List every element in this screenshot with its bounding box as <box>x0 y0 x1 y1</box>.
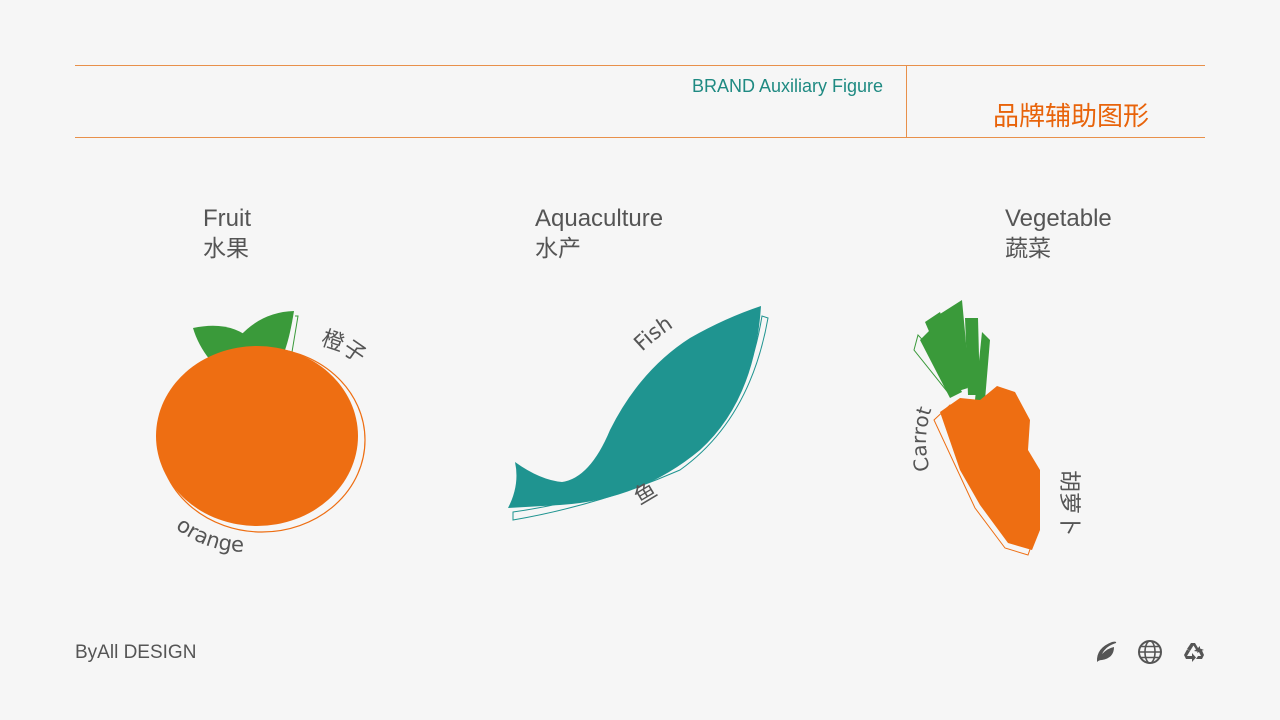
category-fruit-en: Fruit <box>203 205 251 232</box>
recycle-icon <box>1180 638 1208 666</box>
carrot-leaf-5 <box>975 332 990 400</box>
category-aquaculture: Aquaculture 水产 <box>535 205 663 265</box>
orange-leaf-right <box>240 311 294 353</box>
footer-brand: ByAll DESIGN <box>75 642 197 663</box>
carrot-leaf-3 <box>940 300 970 390</box>
header-top-rule <box>75 65 1205 66</box>
header-bottom-rule <box>75 137 1205 138</box>
leaf-icon <box>1092 638 1120 666</box>
category-vegetable: Vegetable 蔬菜 <box>1005 205 1112 265</box>
carrot-label-cn: 胡萝卜 <box>1056 470 1081 536</box>
footer-icons <box>1092 638 1208 666</box>
orange-leaf-outline <box>291 315 299 353</box>
category-aquaculture-cn: 水产 <box>535 236 581 262</box>
orange-illustration: 橙子 orange <box>156 311 370 557</box>
category-fruit-cn: 水果 <box>203 236 249 262</box>
header-title-cn: 品牌辅助图形 <box>993 102 1150 132</box>
fish-body <box>508 306 761 508</box>
fish-illustration: Fish 鱼 <box>508 306 769 521</box>
category-vegetable-en: Vegetable <box>1005 205 1112 232</box>
category-aquaculture-en: Aquaculture <box>535 205 664 232</box>
carrot-leaf-4 <box>965 318 980 395</box>
carrot-illustration: Carrot 胡萝卜 <box>907 300 1081 556</box>
category-vegetable-cn: 蔬菜 <box>1005 236 1051 262</box>
header-divider <box>906 65 907 138</box>
category-fruit: Fruit 水果 <box>203 205 251 265</box>
orange-label-cn: 橙子 <box>318 326 370 369</box>
header-title-en: BRAND Auxiliary Figure <box>691 76 883 96</box>
fish-label-en: Fish <box>629 311 676 356</box>
orange-body <box>156 346 358 526</box>
carrot-label-en: Carrot <box>907 403 936 474</box>
carrot-body <box>940 386 1040 550</box>
globe-icon <box>1136 638 1164 666</box>
